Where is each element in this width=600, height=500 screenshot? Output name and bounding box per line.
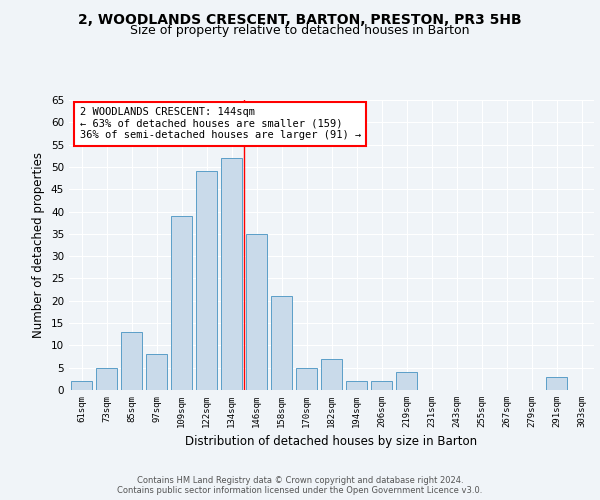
Bar: [246, 234, 267, 390]
Bar: [346, 381, 367, 390]
Text: Contains HM Land Registry data © Crown copyright and database right 2024.
Contai: Contains HM Land Registry data © Crown c…: [118, 476, 482, 495]
Bar: [71, 381, 92, 390]
Text: 2 WOODLANDS CRESCENT: 144sqm
← 63% of detached houses are smaller (159)
36% of s: 2 WOODLANDS CRESCENT: 144sqm ← 63% of de…: [79, 108, 361, 140]
Bar: [96, 368, 117, 390]
Bar: [321, 359, 342, 390]
Bar: [371, 381, 392, 390]
Bar: [121, 332, 142, 390]
Text: Size of property relative to detached houses in Barton: Size of property relative to detached ho…: [130, 24, 470, 37]
Bar: [296, 368, 317, 390]
Bar: [396, 372, 417, 390]
Text: 2, WOODLANDS CRESCENT, BARTON, PRESTON, PR3 5HB: 2, WOODLANDS CRESCENT, BARTON, PRESTON, …: [78, 12, 522, 26]
Bar: [196, 172, 217, 390]
Bar: [221, 158, 242, 390]
Y-axis label: Number of detached properties: Number of detached properties: [32, 152, 46, 338]
X-axis label: Distribution of detached houses by size in Barton: Distribution of detached houses by size …: [185, 436, 478, 448]
Bar: [146, 354, 167, 390]
Bar: [546, 376, 567, 390]
Bar: [271, 296, 292, 390]
Bar: [171, 216, 192, 390]
